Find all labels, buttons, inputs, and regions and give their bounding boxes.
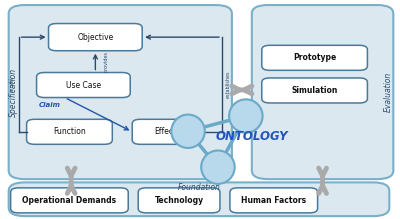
Text: provides: provides — [103, 51, 108, 72]
FancyBboxPatch shape — [262, 78, 368, 103]
FancyBboxPatch shape — [36, 72, 130, 97]
FancyBboxPatch shape — [9, 182, 389, 216]
Text: Use Case: Use Case — [66, 81, 101, 90]
FancyBboxPatch shape — [252, 5, 393, 179]
FancyBboxPatch shape — [11, 188, 128, 213]
Text: serves: serves — [10, 76, 15, 92]
FancyBboxPatch shape — [230, 188, 318, 213]
Text: Specification: Specification — [9, 67, 18, 117]
Text: Evaluation: Evaluation — [384, 72, 393, 112]
Text: Claim: Claim — [38, 102, 60, 108]
Text: ONTOLOGY: ONTOLOGY — [216, 130, 288, 143]
Text: Function: Function — [53, 127, 86, 136]
Text: establishes: establishes — [226, 71, 231, 98]
FancyBboxPatch shape — [27, 119, 112, 144]
FancyBboxPatch shape — [9, 5, 232, 179]
Text: Simulation: Simulation — [292, 86, 338, 95]
Ellipse shape — [201, 150, 235, 184]
FancyBboxPatch shape — [262, 45, 368, 70]
Ellipse shape — [171, 115, 205, 148]
Ellipse shape — [229, 99, 262, 133]
Text: Human Factors: Human Factors — [241, 196, 306, 205]
Text: Operational Demands: Operational Demands — [22, 196, 116, 205]
FancyBboxPatch shape — [132, 119, 198, 144]
Text: Prototype: Prototype — [293, 53, 336, 62]
FancyBboxPatch shape — [138, 188, 220, 213]
FancyBboxPatch shape — [48, 24, 142, 51]
Text: Technology: Technology — [154, 196, 204, 205]
Text: Foundation: Foundation — [178, 183, 220, 192]
Text: Objective: Objective — [77, 33, 114, 42]
Text: Effect: Effect — [154, 127, 176, 136]
